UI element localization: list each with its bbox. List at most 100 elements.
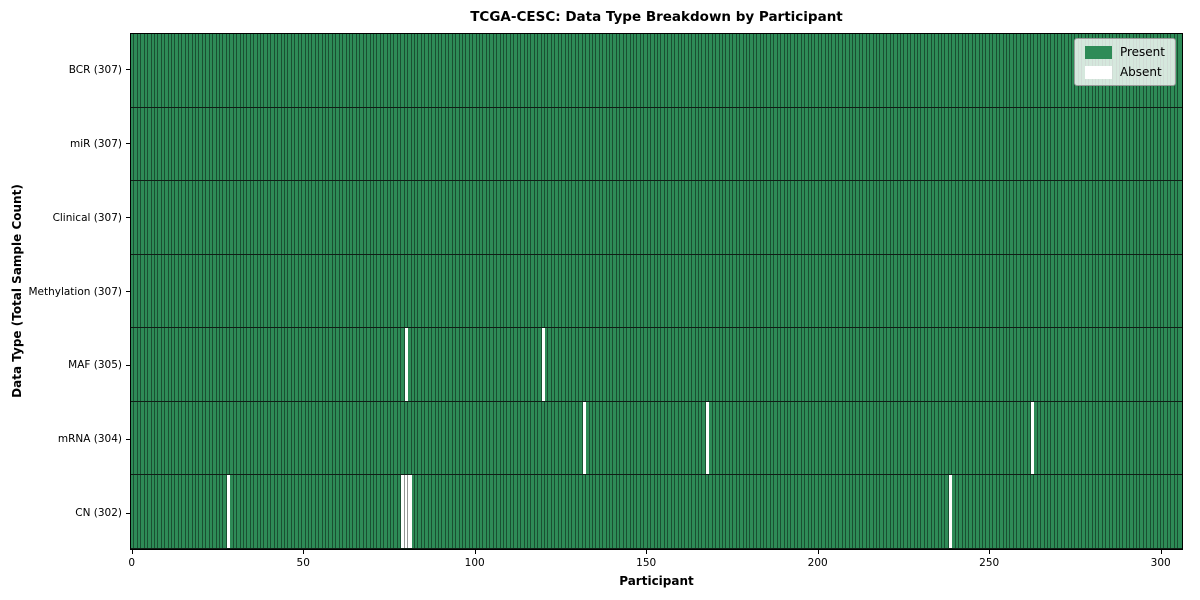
- heatmap-cell: [603, 401, 607, 475]
- heatmap-cell: [476, 34, 481, 107]
- heatmap-cell: [168, 181, 173, 254]
- heatmap-cell: [613, 107, 617, 181]
- heatmap-cell: [945, 181, 949, 254]
- heatmap-cell: [367, 254, 371, 328]
- heatmap-cell: [699, 475, 703, 549]
- heatmap-cell: [428, 34, 433, 107]
- heatmap-cell: [418, 107, 422, 181]
- heatmap-cell: [959, 107, 963, 181]
- heatmap-cell: [1044, 254, 1049, 328]
- heatmap-cell: [343, 34, 347, 107]
- heatmap-cell: [623, 254, 628, 328]
- heatmap-cell: [736, 181, 741, 254]
- heatmap-cell: [196, 328, 200, 401]
- heatmap-cell: [1068, 34, 1073, 107]
- heatmap-cell: [408, 328, 412, 401]
- heatmap-cell: [394, 475, 398, 549]
- y-tick-label-MAF: MAF (305): [68, 359, 122, 372]
- heatmap-cell: [1065, 401, 1069, 475]
- heatmap-cell: [1010, 254, 1014, 328]
- heatmap-cell: [213, 107, 217, 181]
- heatmap-cell: [360, 475, 364, 549]
- heatmap-cell: [1034, 181, 1038, 254]
- heatmap-cell: [647, 475, 652, 549]
- heatmap-cell: [1030, 107, 1035, 181]
- heatmap-cell: [350, 401, 354, 475]
- heatmap-cell: [172, 254, 176, 328]
- heatmap-cell: [182, 34, 186, 107]
- heatmap-cell: [319, 328, 323, 401]
- heatmap-cell: [384, 254, 388, 328]
- heatmap-cell: [137, 328, 142, 401]
- heatmap-cell: [151, 181, 155, 254]
- heatmap-cell: [777, 328, 782, 401]
- heatmap-cell: [842, 254, 847, 328]
- heatmap-cell: [904, 475, 908, 549]
- heatmap-cell: [627, 328, 631, 401]
- heatmap-cell: [722, 181, 727, 254]
- heatmap-cell: [1075, 475, 1079, 549]
- heatmap-cell: [462, 107, 467, 181]
- heatmap-cell: [969, 34, 973, 107]
- heatmap-cell: [480, 401, 484, 475]
- heatmap-cell: [202, 107, 207, 181]
- heatmap-cell: [1085, 475, 1090, 549]
- heatmap-cell: [983, 34, 987, 107]
- heatmap-cell: [175, 107, 179, 181]
- heatmap-cell: [288, 34, 292, 107]
- heatmap-cell: [531, 328, 535, 401]
- heatmap-cell: [798, 475, 802, 549]
- heatmap-cell: [716, 475, 720, 549]
- heatmap-cell: [709, 107, 713, 181]
- heatmap-cell: [435, 401, 439, 475]
- heatmap-cell: [637, 328, 641, 401]
- heatmap-cell-absent: [1030, 401, 1035, 475]
- heatmap-cell: [880, 107, 884, 181]
- heatmap-cell: [705, 34, 710, 107]
- heatmap-cell: [233, 107, 238, 181]
- heatmap-cell: [274, 401, 279, 475]
- heatmap-cell: [753, 107, 758, 181]
- heatmap-cell: [1085, 254, 1090, 328]
- heatmap-cell: [815, 401, 819, 475]
- heatmap-cell: [664, 475, 669, 549]
- heatmap-cell: [856, 254, 860, 328]
- heatmap-cell: [486, 475, 491, 549]
- heatmap-cell: [196, 107, 200, 181]
- heatmap-cell: [548, 34, 552, 107]
- heatmap-cell: [959, 475, 963, 549]
- heatmap-cell: [931, 401, 936, 475]
- heatmap-cell: [476, 328, 481, 401]
- heatmap-cell: [541, 254, 546, 328]
- heatmap-cell: [1102, 181, 1107, 254]
- heatmap-cell: [781, 34, 785, 107]
- heatmap-cell: [264, 107, 268, 181]
- heatmap-cell: [965, 34, 970, 107]
- heatmap-cell: [726, 475, 730, 549]
- heatmap-cell: [1150, 181, 1155, 254]
- heatmap-cell: [1123, 328, 1127, 401]
- heatmap-cell: [726, 34, 730, 107]
- heatmap-cell: [216, 475, 220, 549]
- heatmap-cell: [657, 107, 662, 181]
- heatmap-cell: [172, 401, 176, 475]
- heatmap-cell: [1137, 328, 1141, 401]
- heatmap-cell: [1147, 181, 1151, 254]
- heatmap-cell: [421, 475, 426, 549]
- heatmap-cell: [1054, 328, 1059, 401]
- heatmap-cell: [887, 181, 891, 254]
- heatmap-cell: [853, 401, 857, 475]
- heatmap-cell: [346, 328, 350, 401]
- heatmap-cell: [521, 475, 525, 549]
- heatmap-cell: [924, 254, 929, 328]
- heatmap-cell: [589, 475, 593, 549]
- legend-item-absent: Absent: [1084, 65, 1165, 79]
- heatmap-cell: [924, 475, 929, 549]
- heatmap-cell: [339, 34, 344, 107]
- heatmap-cell: [558, 34, 563, 107]
- heatmap-cell: [261, 475, 265, 549]
- heatmap-cell: [329, 475, 333, 549]
- heatmap-cell: [209, 254, 214, 328]
- heatmap-cell: [442, 181, 446, 254]
- heatmap-cell: [883, 34, 888, 107]
